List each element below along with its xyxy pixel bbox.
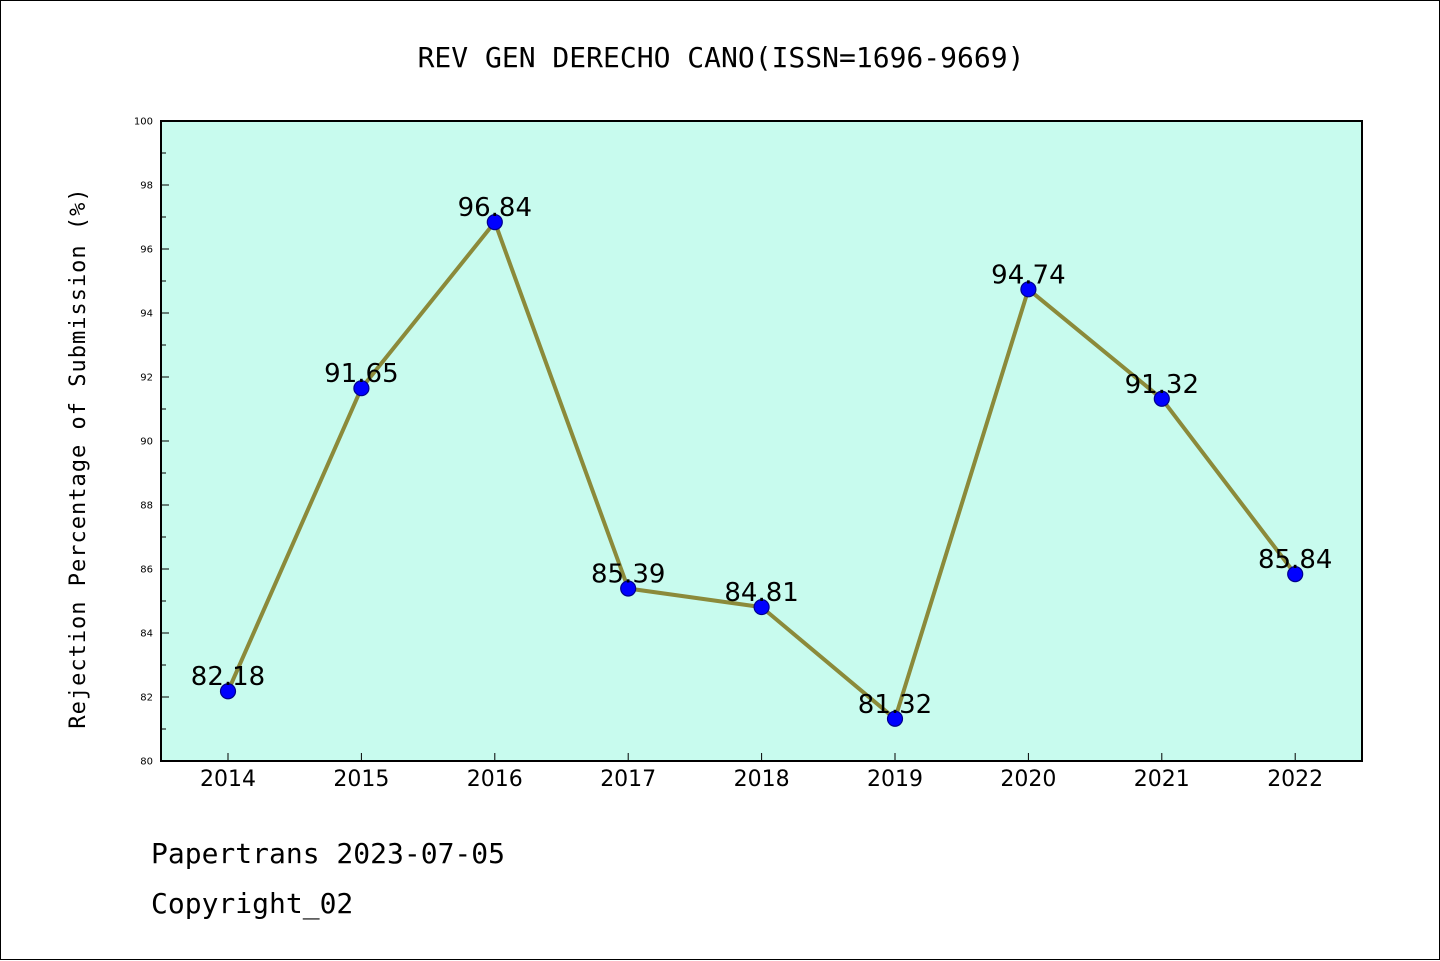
- marker-group: [219, 214, 1304, 727]
- x-axis: 2014 2015 2016 2017 2018 2019 2020 2021 2022: [200, 753, 1323, 792]
- data-label: 91.65: [324, 359, 398, 389]
- x-tick-label: 2022: [1267, 767, 1323, 792]
- data-point: [1153, 390, 1170, 407]
- data-point: [1020, 281, 1037, 298]
- y-tick-label: 98: [140, 181, 153, 192]
- data-label-group: 82.18 91.65 96.84 85.39 84.81 81.32 94.74 91.32…: [191, 193, 1333, 720]
- x-tick-label: 2014: [200, 767, 256, 792]
- y-tick-label: 88: [140, 501, 153, 512]
- x-tick-label: 2020: [1000, 767, 1056, 792]
- data-point: [886, 710, 904, 727]
- x-tick-label: 2015: [333, 767, 389, 792]
- y-tick-label: 92: [140, 373, 153, 384]
- footer-date: Papertrans 2023-07-05: [151, 837, 506, 870]
- x-tick-label: 2019: [867, 767, 923, 792]
- data-label: 94.74: [991, 260, 1065, 290]
- data-label: 81.32: [858, 690, 932, 720]
- x-tick-label: 2017: [600, 767, 656, 792]
- y-tick-label: 90: [140, 437, 153, 448]
- data-point: [753, 598, 770, 616]
- y-tick-label: 86: [140, 565, 153, 576]
- y-tick-label: 80: [140, 757, 153, 768]
- data-point: [620, 580, 637, 597]
- chart-title: REV GEN DERECHO CANO(ISSN=1696-9669): [418, 41, 1025, 74]
- x-tick-label: 2016: [467, 767, 523, 792]
- data-label: 96.84: [458, 193, 532, 223]
- y-tick-label: 82: [140, 693, 153, 704]
- data-point: [486, 214, 503, 231]
- data-label: 85.84: [1258, 545, 1332, 575]
- data-point: [353, 380, 370, 397]
- y-axis-label: Rejection Percentage of Submission (%): [66, 187, 91, 728]
- data-point: [1287, 566, 1304, 583]
- y-axis: 80 82 84 86 88 90 92 94 96 98 100: [134, 117, 169, 768]
- y-tick-label: 94: [140, 309, 153, 320]
- y-tick-label: 96: [140, 245, 153, 256]
- plot-area: [160, 120, 1363, 762]
- y-tick-label: 84: [140, 629, 153, 640]
- data-label: 85.39: [591, 560, 665, 590]
- y-tick-label: 100: [134, 117, 153, 128]
- x-tick-label: 2021: [1134, 767, 1190, 792]
- x-tick-label: 2018: [734, 767, 790, 792]
- footer-copyright: Copyright_02: [151, 887, 354, 920]
- data-label: 82.18: [191, 662, 265, 692]
- data-point: [219, 683, 237, 700]
- data-label: 91.32: [1125, 370, 1199, 400]
- data-label: 84.81: [724, 578, 798, 608]
